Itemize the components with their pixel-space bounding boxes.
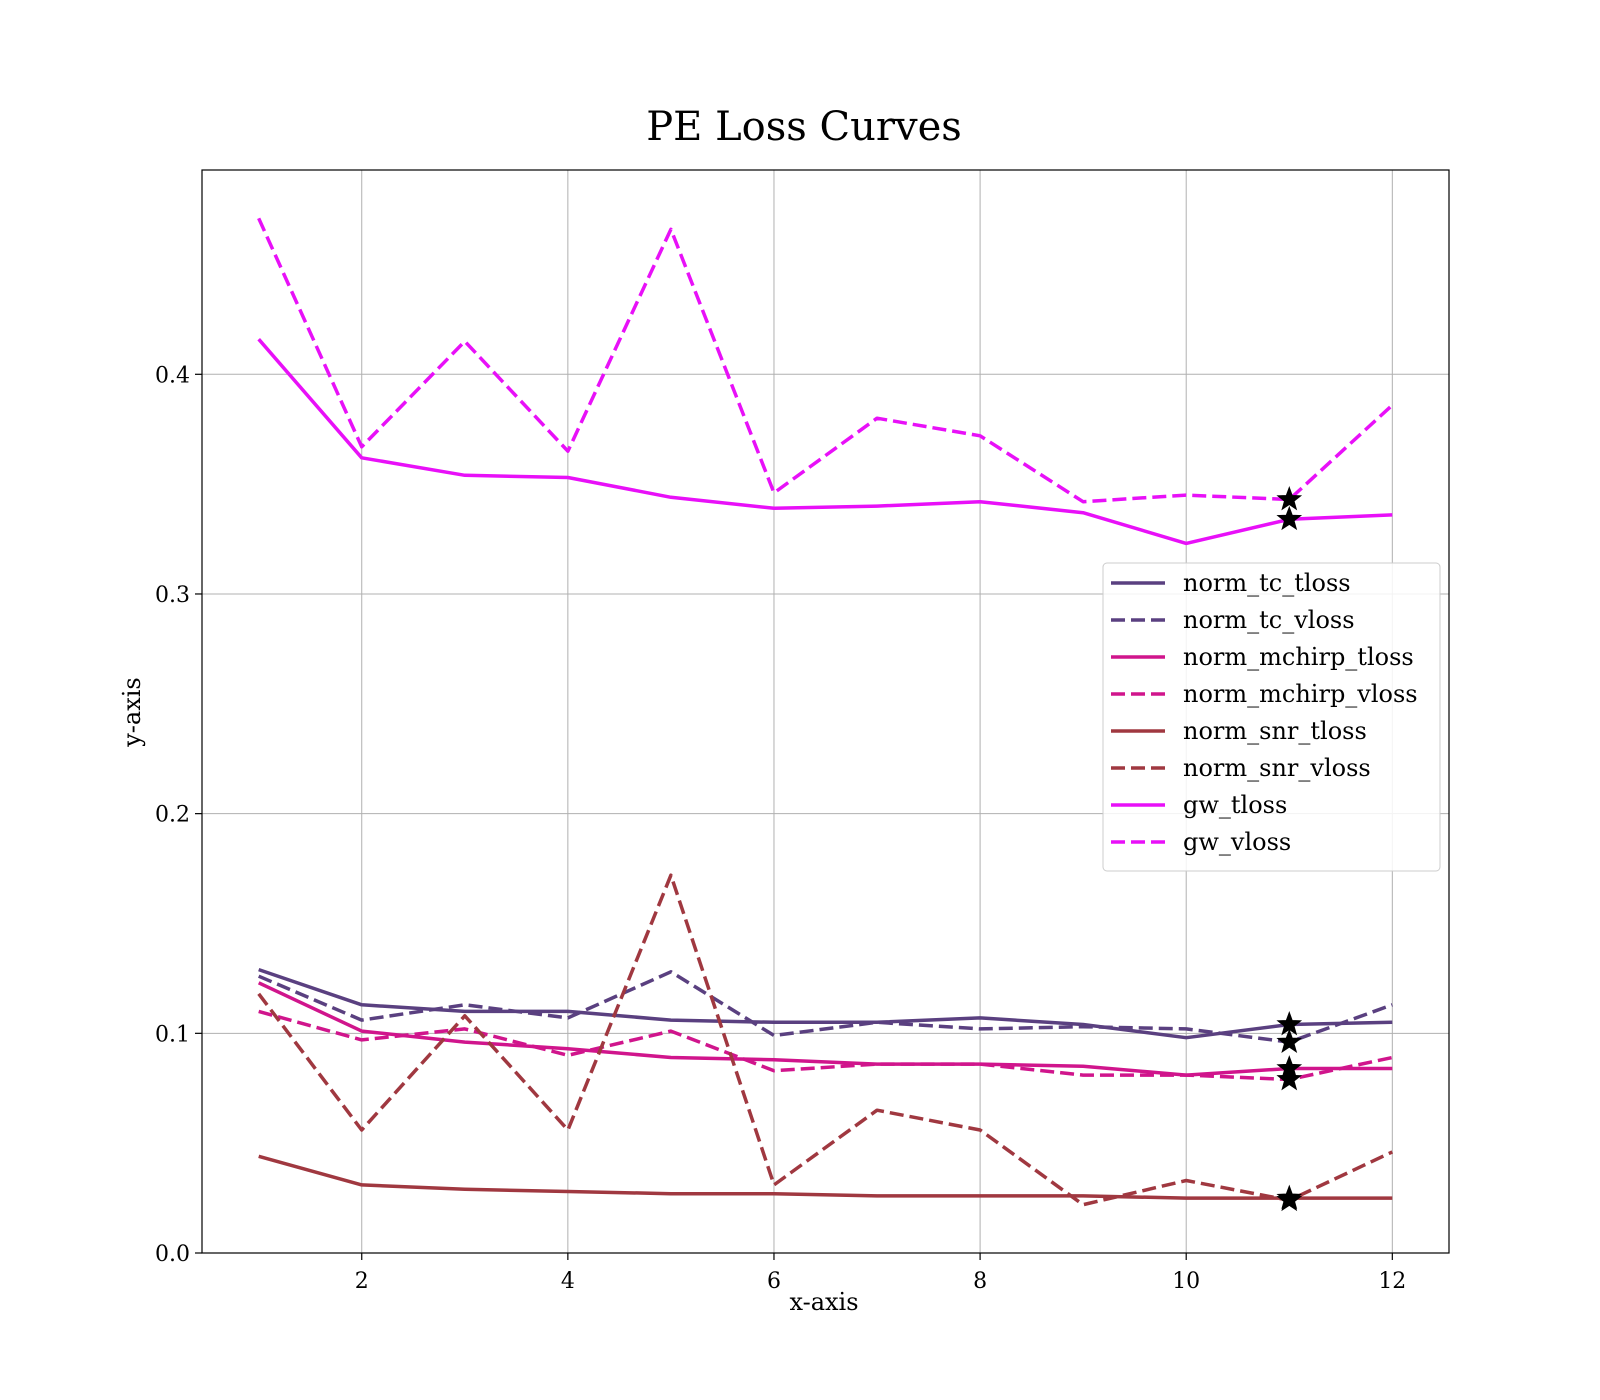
y-tick-label: 0.2 bbox=[155, 803, 190, 828]
legend-label-norm-mchirp-vloss: norm_mchirp_vloss bbox=[1183, 680, 1418, 708]
y-axis-label: y-axis bbox=[118, 677, 146, 748]
axis-ticks: 2 4 6 8 10 12 0.0 0.1 0.2 0.3 0.4 bbox=[155, 363, 1406, 1294]
star-marker-norm-snr-vloss bbox=[1276, 1186, 1303, 1212]
star-marker-gw-tloss bbox=[1276, 505, 1303, 531]
legend-box bbox=[1102, 562, 1441, 872]
x-tick-label: 12 bbox=[1378, 1269, 1406, 1294]
x-tick-label: 2 bbox=[355, 1269, 369, 1294]
legend-label-norm-snr-vloss: norm_snr_vloss bbox=[1183, 754, 1371, 782]
plot-area-frame bbox=[201, 169, 1450, 1254]
series-line-norm-mchirp-vloss bbox=[258, 1009, 1393, 1082]
best-epoch-markers bbox=[1276, 486, 1303, 1212]
legend-label-gw-vloss: gw_vloss bbox=[1183, 828, 1291, 856]
x-tick-label: 6 bbox=[767, 1269, 781, 1294]
x-tick-label: 8 bbox=[973, 1269, 987, 1294]
legend-label-gw-tloss: gw_tloss bbox=[1183, 791, 1287, 819]
series-line-norm-tc-tloss bbox=[258, 967, 1393, 1040]
series-line-norm-snr-tloss bbox=[258, 1154, 1393, 1200]
legend-label-norm-mchirp-tloss: norm_mchirp_tloss bbox=[1183, 643, 1414, 671]
x-axis-label: x-axis bbox=[789, 1288, 858, 1316]
x-tick-label: 10 bbox=[1172, 1269, 1200, 1294]
series-line-gw-vloss bbox=[257, 217, 1394, 504]
chart-title: PE Loss Curves bbox=[646, 104, 962, 150]
legend: norm_tc_tloss norm_tc_vloss norm_mchirp_tl… bbox=[1102, 562, 1441, 872]
x-tick-label: 4 bbox=[561, 1269, 575, 1294]
y-tick-label: 0.1 bbox=[155, 1022, 190, 1047]
y-tick-label: 0.0 bbox=[155, 1242, 190, 1267]
y-tick-label: 0.3 bbox=[155, 583, 190, 608]
legend-label-norm-tc-tloss: norm_tc_tloss bbox=[1183, 569, 1351, 597]
star-marker-gw-vloss bbox=[1276, 486, 1303, 511]
plot-series bbox=[257, 217, 1394, 1207]
star-marker-norm-mchirp-vloss bbox=[1276, 1066, 1303, 1091]
series-line-norm-mchirp-tloss bbox=[257, 981, 1393, 1077]
series-line-norm-tc-vloss bbox=[258, 970, 1393, 1044]
series-line-norm-snr-vloss bbox=[257, 873, 1394, 1207]
y-tick-label: 0.4 bbox=[155, 363, 190, 388]
legend-label-norm-tc-vloss: norm_tc_vloss bbox=[1183, 606, 1355, 634]
star-marker-norm-tc-vloss bbox=[1276, 1028, 1303, 1053]
legend-label-norm-snr-tloss: norm_snr_tloss bbox=[1183, 717, 1367, 745]
series-line-gw-tloss bbox=[257, 338, 1393, 546]
